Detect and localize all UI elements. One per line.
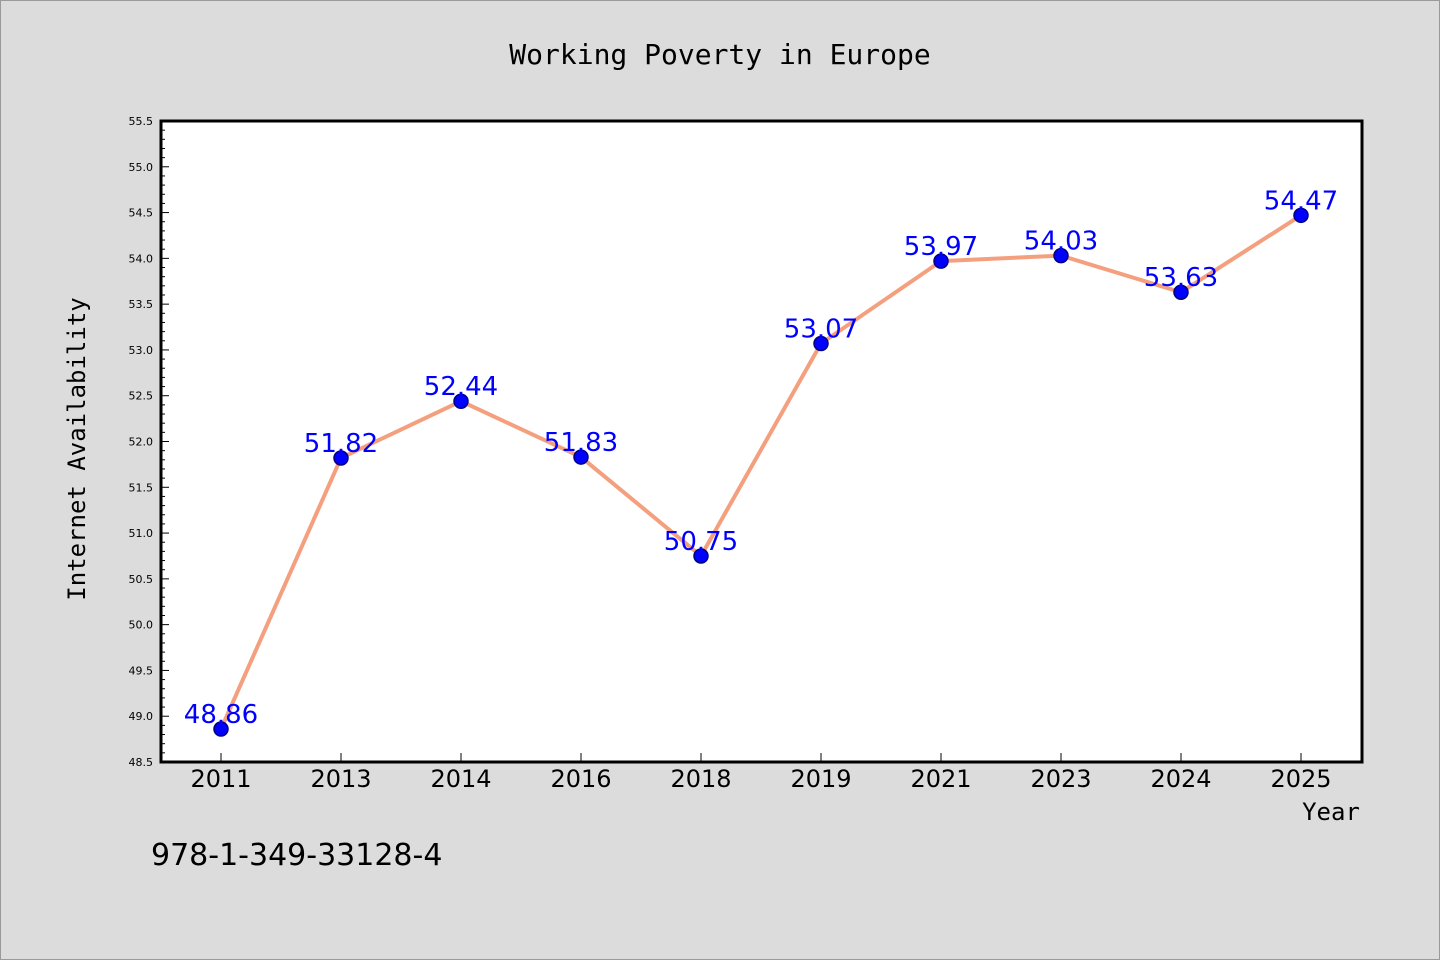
data-label: 53.97 xyxy=(904,232,978,262)
data-labels: 48.86 51.82 52.44 51.83 50.75 53.07 53.97 54.03… xyxy=(184,186,1338,730)
y-tick-label: 52.0 xyxy=(129,436,154,449)
y-tick-label: 48.5 xyxy=(129,756,154,769)
x-tick-label: 2018 xyxy=(670,765,731,793)
x-axis-ticks: 2011 2013 2014 2016 2018 2019 2021 2023 2024 2025 xyxy=(190,753,1332,793)
x-tick-label: 2013 xyxy=(310,765,371,793)
y-tick-label: 50.5 xyxy=(129,573,154,586)
data-point xyxy=(1293,207,1309,224)
y-tick-label: 50.0 xyxy=(129,619,154,632)
series-markers xyxy=(213,207,1309,737)
data-point xyxy=(573,449,589,465)
x-axis-label: Year xyxy=(1302,798,1360,826)
data-label: 50.75 xyxy=(664,527,738,557)
x-tick-label: 2025 xyxy=(1270,765,1331,793)
y-tick-label: 54.5 xyxy=(129,207,154,220)
isbn-annotation: 978-1-349-33128-4 xyxy=(151,838,442,873)
y-axis-label: Internet Availability xyxy=(63,297,91,600)
x-tick-label: 2024 xyxy=(1150,765,1211,793)
data-label: 52.44 xyxy=(424,372,498,402)
data-point xyxy=(693,548,709,564)
data-label: 54.03 xyxy=(1024,227,1098,257)
data-label: 53.07 xyxy=(784,315,858,345)
data-label: 51.83 xyxy=(544,428,618,458)
data-point xyxy=(1053,247,1069,264)
x-tick-label: 2016 xyxy=(550,765,611,793)
y-tick-label: 51.0 xyxy=(129,527,154,540)
data-point xyxy=(453,393,469,409)
data-label: 51.82 xyxy=(304,429,378,459)
data-label: 48.86 xyxy=(184,700,258,730)
x-tick-label: 2019 xyxy=(790,765,851,793)
series-line xyxy=(219,213,1303,730)
data-point xyxy=(933,253,949,269)
y-tick-label: 53.0 xyxy=(129,344,154,357)
data-point xyxy=(213,721,229,737)
y-tick-label: 51.5 xyxy=(129,481,154,494)
data-label: 53.63 xyxy=(1144,263,1218,293)
x-tick-label: 2014 xyxy=(430,765,491,793)
plot-area xyxy=(159,119,1364,764)
y-tick-label: 55.5 xyxy=(129,115,154,128)
data-point xyxy=(1173,284,1189,300)
data-label: 54.47 xyxy=(1264,186,1338,216)
y-tick-label: 53.5 xyxy=(129,298,154,311)
data-point xyxy=(813,335,829,352)
x-tick-label: 2021 xyxy=(910,765,971,793)
data-point xyxy=(333,450,349,466)
y-tick-label: 52.5 xyxy=(129,390,154,403)
chart-title: Working Poverty in Europe xyxy=(509,38,930,71)
y-tick-label: 54.0 xyxy=(129,252,154,265)
x-tick-label: 2023 xyxy=(1030,765,1091,793)
y-tick-label: 49.5 xyxy=(129,664,154,677)
y-axis-ticks: 48.5 49.0 49.5 50.0 50.5 51.0 51.5 52.0 52.5 53.0… xyxy=(129,115,169,769)
y-tick-label: 55.0 xyxy=(129,161,154,174)
x-tick-label: 2011 xyxy=(190,765,251,793)
y-tick-label: 49.0 xyxy=(129,710,154,723)
